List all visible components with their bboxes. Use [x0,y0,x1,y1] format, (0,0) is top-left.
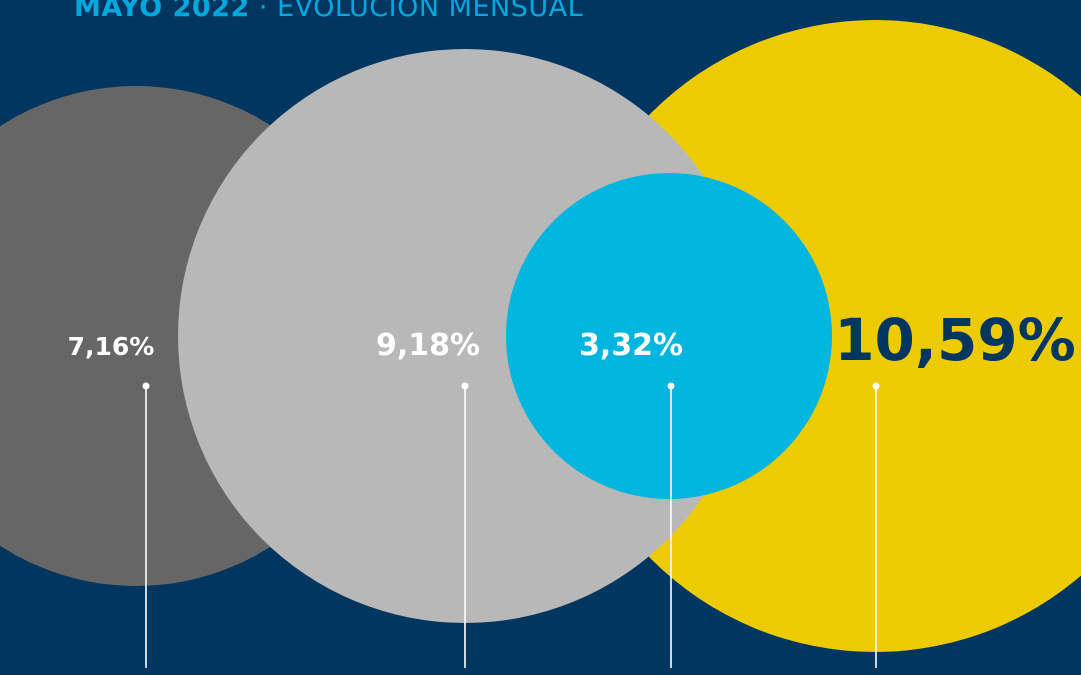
leader-dot-2 [461,382,469,390]
leader-dot-1 [142,382,150,390]
bubble-value-label-4: 10,59% [834,306,1076,374]
bubble-value-label-2: 9,18% [376,328,480,363]
chart-title: MAYO 2022 · EVOLUCIÓN MENSUAL [74,0,583,23]
title-subtitle: EVOLUCIÓN MENSUAL [277,0,584,23]
title-separator: · [249,0,278,23]
bubble-value-label-1: 7,16% [68,332,155,361]
title-date: MAYO 2022 [74,0,250,23]
bubble-value-label-3: 3,32% [579,328,683,363]
bubble-3 [506,173,832,499]
leader-dot-3 [667,382,675,390]
leader-dot-4 [872,382,880,390]
